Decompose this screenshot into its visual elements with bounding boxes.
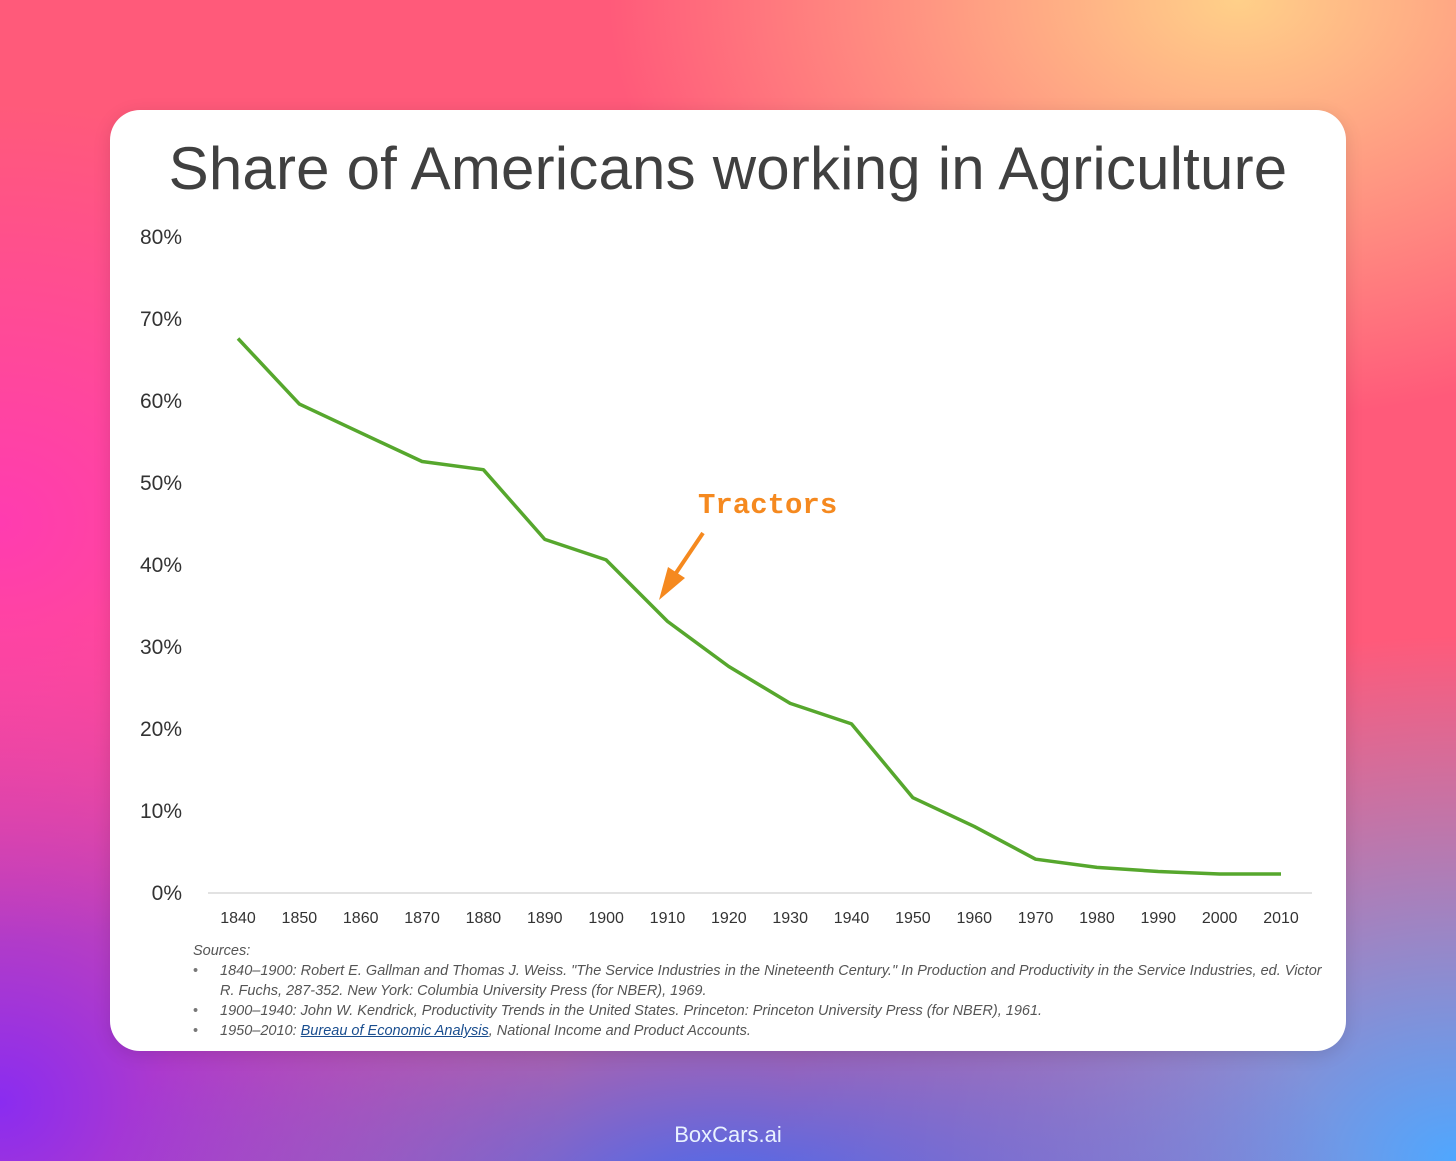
y-tick-label: 0% xyxy=(152,882,182,905)
tractors-annotation: Tractors xyxy=(659,489,837,600)
sources: Sources: 1840–1900: Robert E. Gallman an… xyxy=(193,941,1333,1041)
chart-card: Share of Americans working in Agricultur… xyxy=(110,110,1346,1051)
y-tick-label: 70% xyxy=(140,308,182,331)
x-tick-label: 1850 xyxy=(282,910,318,927)
x-axis-ticks: 1840 1850 1860 1870 1880 1890 1900 1910 1920 1930… xyxy=(220,910,1299,927)
arrow-head-icon xyxy=(659,567,685,600)
x-tick-label: 1940 xyxy=(834,910,870,927)
x-tick-label: 1860 xyxy=(343,910,379,927)
x-tick-label: 1910 xyxy=(650,910,686,927)
y-tick-label: 40% xyxy=(140,554,182,577)
source-item: 1950–2010: Bureau of Economic Analysis, … xyxy=(193,1021,1333,1041)
arrow-icon xyxy=(674,531,705,575)
x-tick-label: 1970 xyxy=(1018,910,1054,927)
source-item: 1900–1940: John W. Kendrick, Productivit… xyxy=(193,1001,1333,1021)
x-tick-label: 1880 xyxy=(466,910,502,927)
x-tick-label: 2000 xyxy=(1202,910,1238,927)
x-tick-label: 1960 xyxy=(956,910,992,927)
x-tick-label: 1930 xyxy=(772,910,808,927)
x-tick-label: 1900 xyxy=(588,910,624,927)
line-chart: 0%10%20%30%40%50%60%70%80% 1840 1850 1860 1… xyxy=(140,226,1312,927)
annotation-label: Tractors xyxy=(698,489,837,522)
source-item: 1840–1900: Robert E. Gallman and Thomas … xyxy=(193,961,1333,1001)
bea-link[interactable]: Bureau of Economic Analysis xyxy=(300,1023,489,1039)
y-tick-label: 10% xyxy=(140,800,182,823)
x-tick-label: 2010 xyxy=(1263,910,1299,927)
y-tick-label: 60% xyxy=(140,390,182,413)
y-tick-label: 80% xyxy=(140,226,182,249)
x-tick-label: 1890 xyxy=(527,910,563,927)
y-axis-ticks: 0% 10% 20% 30% 40% 50% 60% 70% 80% xyxy=(140,226,182,905)
x-tick-label: 1870 xyxy=(404,910,440,927)
x-tick-label: 1950 xyxy=(895,910,931,927)
y-tick-label: 50% xyxy=(140,472,182,495)
x-tick-label: 1980 xyxy=(1079,910,1115,927)
sources-heading: Sources: xyxy=(193,943,251,959)
y-tick-label: 20% xyxy=(140,718,182,741)
x-tick-label: 1840 xyxy=(220,910,256,927)
x-tick-label: 1920 xyxy=(711,910,747,927)
chart-title: Share of Americans working in Agricultur… xyxy=(168,135,1288,202)
x-tick-label: 1990 xyxy=(1140,910,1176,927)
series-line xyxy=(236,337,1281,876)
y-tick-label: 30% xyxy=(140,636,182,659)
brand-footer: BoxCars.ai xyxy=(674,1122,782,1147)
